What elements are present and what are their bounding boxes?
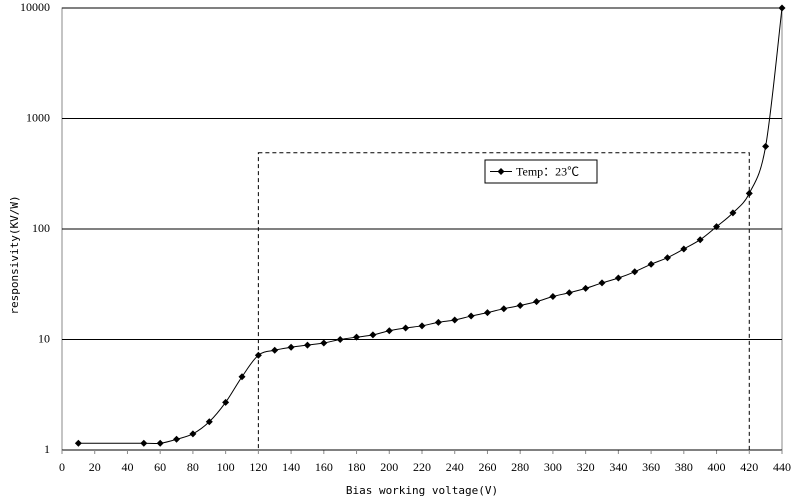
legend-box: [484, 159, 598, 184]
data-point: [254, 351, 262, 359]
x-tick-label: 260: [478, 460, 496, 474]
data-point: [598, 279, 606, 287]
data-point: [565, 289, 573, 297]
data-point: [745, 189, 753, 197]
data-point: [663, 254, 671, 262]
data-point: [713, 223, 721, 231]
series-line: [78, 7, 783, 445]
data-point: [696, 236, 704, 244]
data-point: [238, 373, 246, 381]
legend-label: Temp：23℃: [516, 164, 579, 178]
data-point: [369, 331, 377, 339]
x-tick-label: 280: [511, 460, 529, 474]
x-tick-label: 40: [121, 460, 133, 474]
data-point: [173, 435, 181, 443]
data-point: [778, 4, 786, 12]
data-point: [434, 318, 442, 326]
x-tick-label: 60: [154, 460, 166, 474]
data-point: [582, 284, 590, 292]
x-tick-label: 200: [380, 460, 398, 474]
data-point: [483, 309, 491, 317]
data-point: [189, 430, 197, 438]
highlight-box: [257, 152, 750, 451]
data-point: [222, 398, 230, 406]
data-point: [647, 260, 655, 268]
data-point: [500, 305, 508, 313]
y-tick-label: 10000: [20, 0, 50, 14]
x-tick-label: 100: [217, 460, 235, 474]
x-tick-label: 400: [708, 460, 726, 474]
legend: Temp：23℃: [484, 159, 598, 184]
x-tick-label: 360: [642, 460, 660, 474]
data-point: [729, 209, 737, 217]
data-point: [385, 327, 393, 335]
y-tick-label: 1: [44, 442, 50, 456]
x-tick-label: 440: [773, 460, 791, 474]
data-point: [631, 268, 639, 276]
x-tick-label: 300: [544, 460, 562, 474]
x-tick-label: 420: [740, 460, 758, 474]
data-point: [680, 245, 688, 253]
x-tick-label: 0: [59, 460, 65, 474]
data-point: [516, 302, 524, 310]
data-point: [320, 339, 328, 347]
y-axis-title: responsivity(KV/W): [8, 195, 21, 314]
y-tick-label: 100: [32, 221, 50, 235]
x-tick-label: 80: [187, 460, 199, 474]
data-point: [303, 341, 311, 349]
data-point: [451, 316, 459, 324]
data-point: [205, 418, 213, 426]
x-tick-label: 220: [413, 460, 431, 474]
data-point: [549, 292, 557, 300]
x-tick-label: 160: [315, 460, 333, 474]
data-point: [762, 142, 770, 150]
x-tick-label: 120: [249, 460, 267, 474]
y-tick-label: 1000: [26, 110, 50, 124]
legend-marker: [497, 168, 505, 175]
x-tick-label: 140: [282, 460, 300, 474]
y-tick-label: 10: [38, 331, 50, 345]
data-point: [353, 333, 361, 341]
data-point: [418, 322, 426, 330]
data-point: [156, 439, 164, 447]
x-tick-label: 380: [675, 460, 693, 474]
data-point: [614, 274, 622, 282]
x-axis-title: Bias working voltage(V): [346, 484, 498, 497]
data-point: [533, 298, 541, 306]
x-tick-label: 240: [446, 460, 464, 474]
data-point: [467, 312, 475, 320]
x-tick-label: 340: [609, 460, 627, 474]
data-point: [287, 343, 295, 351]
data-point: [140, 439, 148, 447]
x-tick-label: 20: [89, 460, 101, 474]
data-point: [74, 439, 82, 447]
data-point: [271, 346, 279, 354]
x-tick-label: 180: [348, 460, 366, 474]
data-point: [336, 336, 344, 343]
data-point: [402, 324, 410, 332]
x-tick-label: 320: [577, 460, 595, 474]
